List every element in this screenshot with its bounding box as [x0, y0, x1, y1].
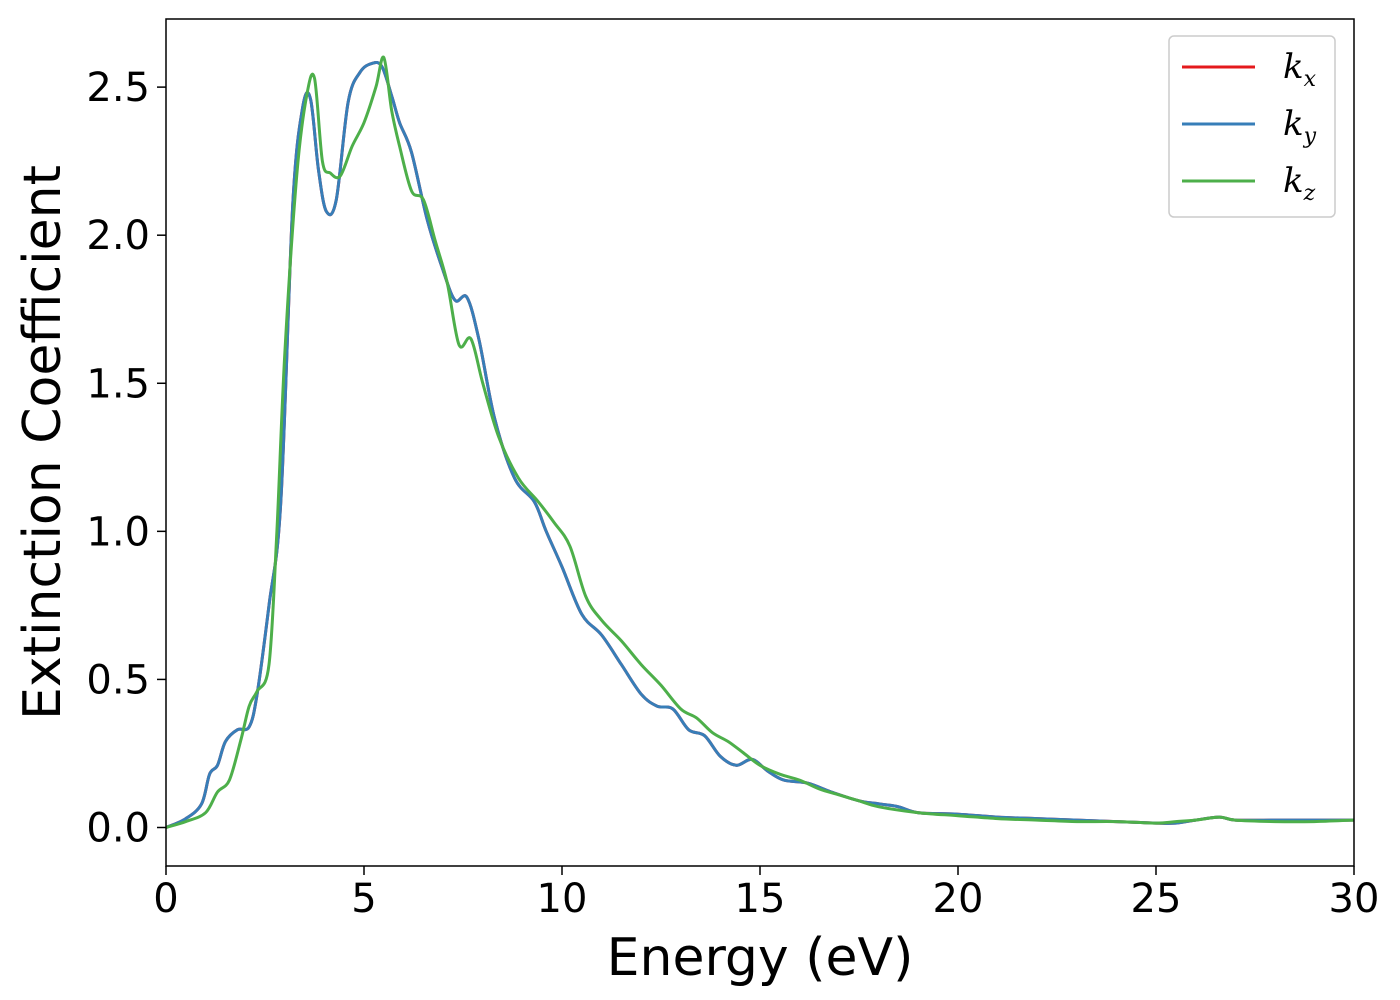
x-tick-label: 25	[1131, 876, 1182, 922]
y-tick-label: 2.5	[86, 65, 150, 111]
series-line-kz	[166, 55, 1354, 829]
y-tick-label: 2.0	[86, 213, 150, 259]
y-axis-label: Extinction Coefficient	[13, 165, 73, 720]
x-axis-label: Energy (eV)	[607, 928, 914, 988]
plot-area	[165, 18, 1355, 867]
y-tick-label: 1.5	[86, 361, 150, 407]
x-tick-label: 10	[537, 876, 588, 922]
x-axis-ticks: 0 5 10 15 20 25 30	[153, 866, 1379, 922]
legend-label-ky: ky	[1283, 104, 1317, 149]
y-tick-label: 0.5	[86, 657, 150, 703]
y-tick-label: 0.0	[86, 806, 150, 852]
series-group	[166, 55, 1354, 829]
x-tick-label: 30	[1329, 876, 1380, 922]
legend-label-kz: kz	[1283, 161, 1316, 206]
x-tick-label: 20	[933, 876, 984, 922]
legend-box	[1168, 35, 1336, 218]
y-tick-label: 1.0	[86, 509, 150, 555]
legend-label-kx: kx	[1283, 47, 1317, 92]
x-tick-label: 5	[351, 876, 376, 922]
x-tick-label: 15	[735, 876, 786, 922]
y-axis-ticks: 0.0 0.5 1.0 1.5 2.0 2.5	[86, 65, 166, 852]
series-line-ky	[166, 60, 1354, 829]
x-tick-label: 0	[153, 876, 178, 922]
legend: kx ky kz	[1168, 35, 1336, 218]
